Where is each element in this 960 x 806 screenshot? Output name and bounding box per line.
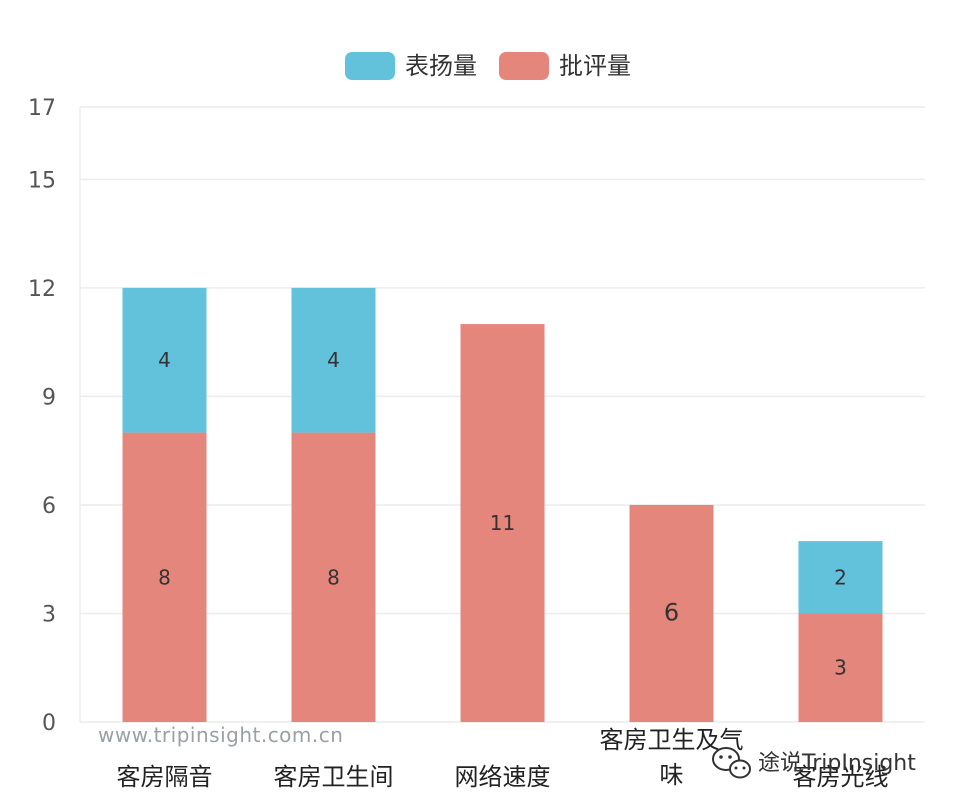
y-tick-label: 17 [28,96,56,121]
y-tick-label: 6 [42,494,56,519]
x-category-label: 客房卫生间 [274,763,394,791]
y-tick-label: 0 [42,711,56,736]
y-tick-label: 15 [28,168,56,193]
data-label: 2 [834,565,847,589]
bar-segment [122,432,207,722]
x-category-label: 客房隔音 [117,763,213,791]
x-category-label: 客房卫生及气 [600,726,744,754]
data-label: 3 [834,656,847,680]
y-tick-label: 9 [42,385,56,410]
legend[interactable]: 表扬量 批评量 [345,52,631,80]
bar-segment [122,287,207,433]
bars [122,287,883,722]
wechat-icon [712,747,751,779]
legend-label: 表扬量 [405,52,477,80]
data-labels: 8 4 8 4 11 6 3 2 [158,348,847,680]
data-label: 6 [664,598,679,626]
legend-swatch [345,52,395,80]
data-label: 11 [490,511,515,535]
watermark-text: www.tripinsight.com.cn [98,723,343,747]
legend-item[interactable]: 表扬量 [345,52,477,80]
y-tick-label: 3 [42,602,56,627]
bar-segment [291,432,376,722]
y-tick-label: 12 [28,277,56,302]
legend-swatch [499,52,549,80]
x-category-label: 客房光线 [793,763,889,791]
x-category-label: 味 [660,761,684,789]
data-label: 8 [327,565,340,589]
y-axis-ticks: 0 3 6 9 12 15 17 [28,96,56,736]
x-category-label: 网络速度 [455,763,551,791]
bar-segment [629,504,714,722]
bar-segment [291,287,376,433]
bar-segment [798,541,883,614]
bar-segment [460,324,545,722]
wechat-badge: 途说TripInsight [712,747,916,779]
data-label: 8 [158,565,171,589]
bar-segment [798,613,883,722]
data-label: 4 [158,348,171,372]
legend-item[interactable]: 批评量 [499,52,631,80]
legend-label: 批评量 [559,52,631,80]
wechat-account-text: 途说TripInsight [758,751,916,776]
data-label: 4 [327,348,340,372]
